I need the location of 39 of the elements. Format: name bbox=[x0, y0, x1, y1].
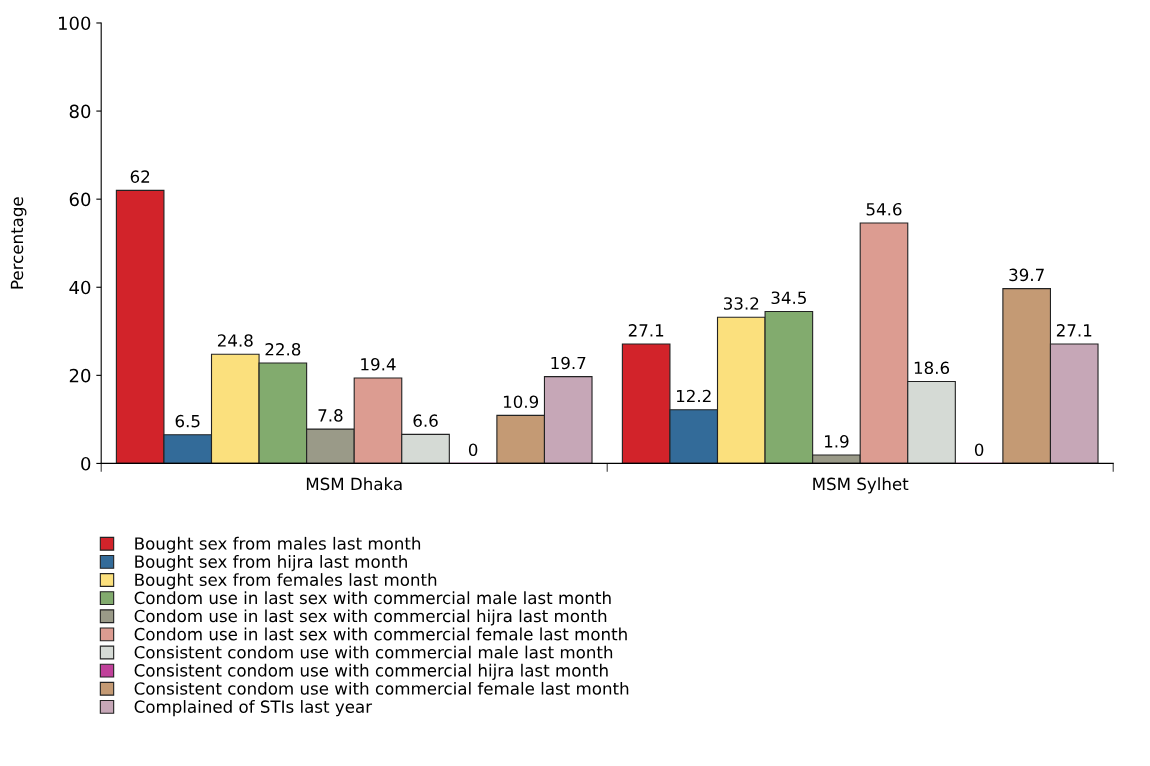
legend-label: Bought sex from males last month bbox=[135, 536, 421, 553]
data-label: 33.2 bbox=[724, 297, 759, 310]
y-tick-label: 60 bbox=[69, 192, 91, 207]
data-label: 24.8 bbox=[217, 334, 253, 347]
legend-label: Condom use in last sex with commercial female last month bbox=[134, 627, 627, 641]
legend-label: Consistent condom use with commercial female last month bbox=[134, 681, 629, 695]
legend-label: Condom use in last sex with commercial male last month bbox=[134, 591, 611, 605]
data-label: 62 bbox=[130, 170, 150, 183]
data-label: 19.7 bbox=[551, 356, 586, 370]
x-tick-label: MSM Dhaka bbox=[306, 477, 402, 491]
legend-label: Consistent condom use with commercial male last month bbox=[134, 645, 613, 659]
legend-label: Consistent condom use with commercial hijra last month bbox=[134, 663, 608, 680]
data-label: 1.9 bbox=[825, 435, 849, 448]
data-label: 12.2 bbox=[677, 389, 711, 403]
data-label: 18.6 bbox=[914, 361, 950, 375]
y-axis-title: Percentage bbox=[10, 197, 27, 289]
y-tick-label: 0 bbox=[81, 456, 91, 471]
legend-label: Bought sex from females last month bbox=[135, 573, 437, 590]
data-label: 0 bbox=[468, 443, 478, 457]
legend-label: Condom use in last sex with commercial hijra last month bbox=[134, 609, 607, 626]
data-label: 6.6 bbox=[413, 414, 438, 427]
data-label: 27.1 bbox=[628, 324, 664, 337]
data-label: 27.1 bbox=[1056, 324, 1092, 337]
y-tick-label: 100 bbox=[59, 16, 91, 31]
y-tick-label: 40 bbox=[69, 280, 91, 295]
data-label: 0 bbox=[974, 443, 984, 457]
data-label: 10.9 bbox=[503, 395, 539, 409]
legend-label: Bought sex from hijra last month bbox=[135, 555, 407, 572]
data-label: 7.8 bbox=[318, 409, 343, 422]
data-label: 22.8 bbox=[265, 343, 301, 356]
data-label: 6.5 bbox=[175, 414, 200, 428]
y-tick-label: 20 bbox=[69, 368, 91, 383]
y-tick-label: 80 bbox=[69, 104, 91, 119]
data-label: 54.6 bbox=[866, 202, 902, 216]
data-label: 34.5 bbox=[771, 291, 806, 305]
data-label: 39.7 bbox=[1009, 268, 1044, 282]
legend-label: Complained of STIs last year bbox=[134, 700, 373, 717]
x-tick-label: MSM Sylhet bbox=[813, 477, 909, 494]
data-label: 19.4 bbox=[361, 357, 396, 371]
